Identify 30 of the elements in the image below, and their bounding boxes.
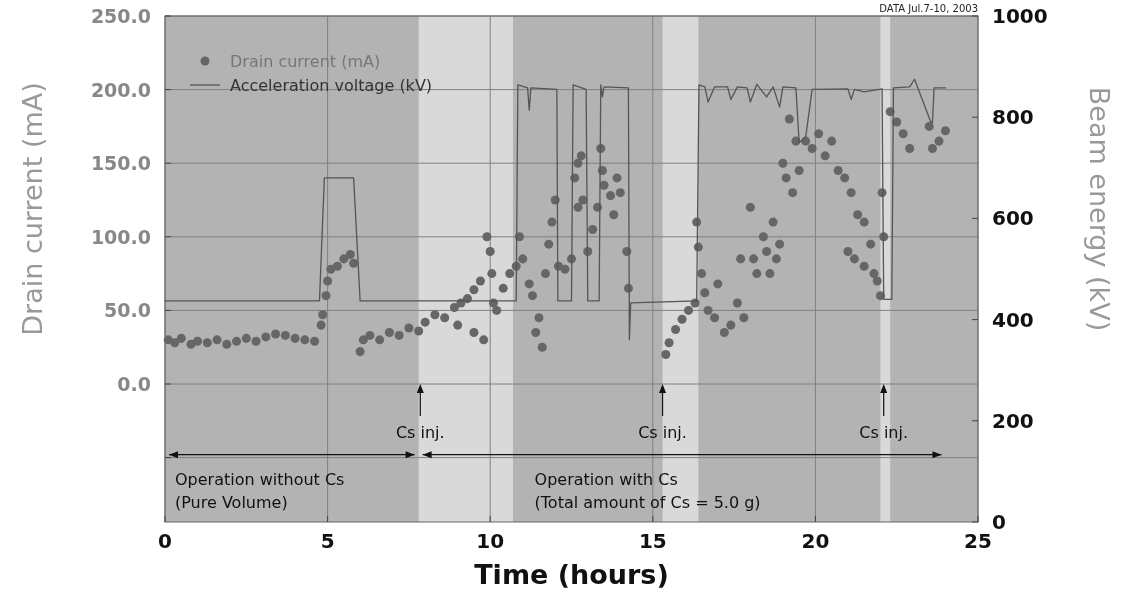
y2-tick-label: 400 — [992, 307, 1034, 332]
y-tick-label: 200.0 — [90, 78, 151, 101]
x-tick-label: 5 — [320, 529, 335, 553]
y-tick-label: 150.0 — [90, 152, 151, 175]
annotation: Cs inj. — [638, 423, 687, 442]
x-tick-label: 20 — [801, 529, 830, 553]
y-tick-label: 100.0 — [90, 225, 151, 248]
annotation: Cs inj. — [859, 423, 909, 442]
x-tick-label: 15 — [638, 529, 667, 553]
legend-label: Drain current (mA) — [230, 52, 381, 71]
y-axis-title: Drain current (mA) — [17, 82, 48, 336]
y2-tick-label: 200 — [992, 408, 1034, 433]
legend-label: Acceleration voltage (kV) — [230, 76, 433, 95]
annotation: Operation without Cs (Pure Volume) — [175, 469, 345, 512]
line-series — [164, 78, 947, 341]
annotation: Operation with Cs (Total amount of Cs = 5.0 g) — [534, 469, 761, 512]
x-tick-label: 10 — [476, 529, 505, 553]
y2-tick-label: 0 — [992, 510, 1006, 534]
y2-tick-label: 800 — [992, 105, 1034, 130]
y-tick-label: 0.0 — [117, 373, 151, 395]
x-tick-label: 25 — [964, 529, 992, 553]
x-tick-label: 0 — [158, 529, 172, 553]
y2-axis-title: Beam energy (kV) — [1084, 86, 1115, 332]
annotation: Cs inj. — [395, 423, 445, 442]
y2-tick-label: 1000 — [992, 4, 1048, 28]
x-axis-title: Time (hours) — [474, 559, 669, 590]
text: DATA Jul.7-10, 2003 — [879, 3, 978, 14]
y-tick-label: 50.0 — [104, 299, 151, 322]
y-tick-label: 250.0 — [90, 5, 151, 27]
y2-tick-label: 600 — [992, 206, 1034, 231]
